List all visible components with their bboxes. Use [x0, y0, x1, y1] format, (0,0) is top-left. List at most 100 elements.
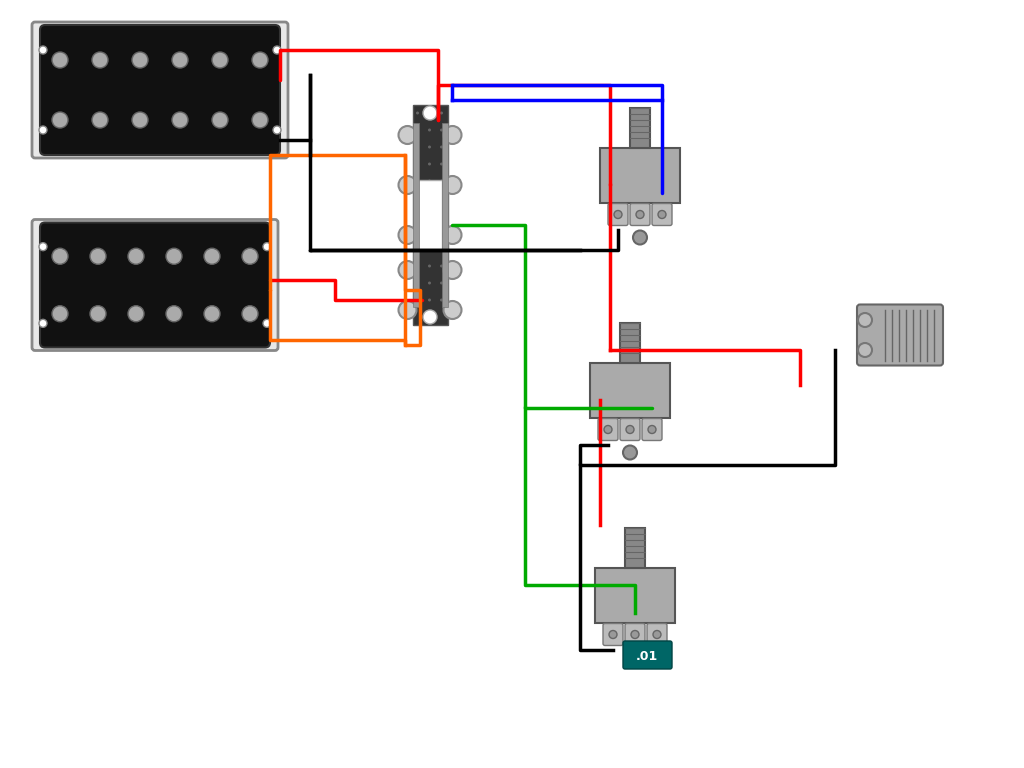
Circle shape: [398, 261, 417, 279]
Circle shape: [653, 631, 662, 638]
Circle shape: [440, 247, 443, 250]
Circle shape: [428, 264, 431, 267]
Circle shape: [39, 126, 47, 134]
FancyBboxPatch shape: [595, 568, 675, 623]
Circle shape: [440, 299, 443, 302]
Circle shape: [242, 248, 258, 264]
Circle shape: [416, 163, 419, 165]
Circle shape: [443, 261, 462, 279]
Circle shape: [39, 46, 47, 54]
Circle shape: [172, 52, 188, 68]
Circle shape: [416, 247, 419, 250]
Circle shape: [416, 197, 419, 200]
Circle shape: [443, 126, 462, 144]
Circle shape: [204, 248, 220, 264]
Circle shape: [636, 210, 644, 219]
Circle shape: [242, 306, 258, 322]
Circle shape: [440, 197, 443, 200]
Circle shape: [416, 128, 419, 131]
FancyBboxPatch shape: [630, 204, 650, 226]
Circle shape: [440, 128, 443, 131]
FancyBboxPatch shape: [590, 362, 670, 418]
Circle shape: [166, 306, 182, 322]
Bar: [441, 123, 447, 307]
Circle shape: [658, 210, 666, 219]
Circle shape: [273, 126, 281, 134]
FancyBboxPatch shape: [652, 204, 672, 226]
Bar: [413, 105, 447, 325]
FancyBboxPatch shape: [623, 641, 672, 669]
Circle shape: [52, 52, 68, 68]
Circle shape: [443, 226, 462, 244]
Circle shape: [416, 145, 419, 148]
Circle shape: [440, 230, 443, 233]
Circle shape: [428, 230, 431, 233]
Circle shape: [263, 319, 271, 327]
Circle shape: [428, 163, 431, 165]
Circle shape: [631, 631, 639, 638]
Circle shape: [440, 214, 443, 217]
Circle shape: [428, 214, 431, 217]
Circle shape: [858, 343, 872, 357]
Circle shape: [609, 631, 617, 638]
Circle shape: [52, 248, 68, 264]
Circle shape: [416, 299, 419, 302]
Bar: [625, 528, 645, 568]
FancyBboxPatch shape: [600, 147, 680, 203]
FancyBboxPatch shape: [642, 419, 662, 441]
Circle shape: [212, 52, 228, 68]
FancyBboxPatch shape: [625, 624, 645, 645]
Circle shape: [416, 180, 419, 183]
Circle shape: [39, 319, 47, 327]
Circle shape: [416, 111, 419, 114]
FancyBboxPatch shape: [598, 419, 618, 441]
Circle shape: [858, 313, 872, 327]
Circle shape: [428, 282, 431, 284]
FancyBboxPatch shape: [32, 22, 288, 158]
Circle shape: [416, 264, 419, 267]
Circle shape: [128, 248, 144, 264]
FancyBboxPatch shape: [857, 304, 943, 366]
Circle shape: [128, 306, 144, 322]
Circle shape: [443, 301, 462, 319]
Circle shape: [648, 425, 656, 433]
Circle shape: [204, 306, 220, 322]
FancyBboxPatch shape: [603, 624, 623, 645]
Circle shape: [440, 282, 443, 284]
Circle shape: [623, 445, 637, 459]
Bar: [413, 123, 419, 307]
Circle shape: [440, 111, 443, 114]
Circle shape: [416, 214, 419, 217]
FancyBboxPatch shape: [40, 25, 280, 155]
Circle shape: [428, 128, 431, 131]
Circle shape: [423, 106, 437, 120]
Circle shape: [428, 111, 431, 114]
Circle shape: [90, 306, 106, 322]
Circle shape: [212, 112, 228, 128]
Circle shape: [132, 52, 148, 68]
FancyBboxPatch shape: [620, 419, 640, 441]
Circle shape: [92, 52, 108, 68]
Circle shape: [166, 248, 182, 264]
FancyBboxPatch shape: [40, 223, 270, 347]
Circle shape: [440, 264, 443, 267]
Circle shape: [604, 425, 612, 433]
Circle shape: [440, 163, 443, 165]
Circle shape: [92, 112, 108, 128]
Circle shape: [428, 247, 431, 250]
Circle shape: [423, 310, 437, 324]
Circle shape: [90, 248, 106, 264]
FancyBboxPatch shape: [647, 624, 667, 645]
Circle shape: [633, 230, 647, 244]
Circle shape: [416, 230, 419, 233]
Circle shape: [132, 112, 148, 128]
Circle shape: [428, 299, 431, 302]
Circle shape: [52, 306, 68, 322]
Circle shape: [443, 176, 462, 194]
Circle shape: [398, 226, 417, 244]
Circle shape: [252, 112, 268, 128]
Circle shape: [252, 52, 268, 68]
Circle shape: [273, 46, 281, 54]
Circle shape: [52, 112, 68, 128]
Circle shape: [39, 243, 47, 250]
